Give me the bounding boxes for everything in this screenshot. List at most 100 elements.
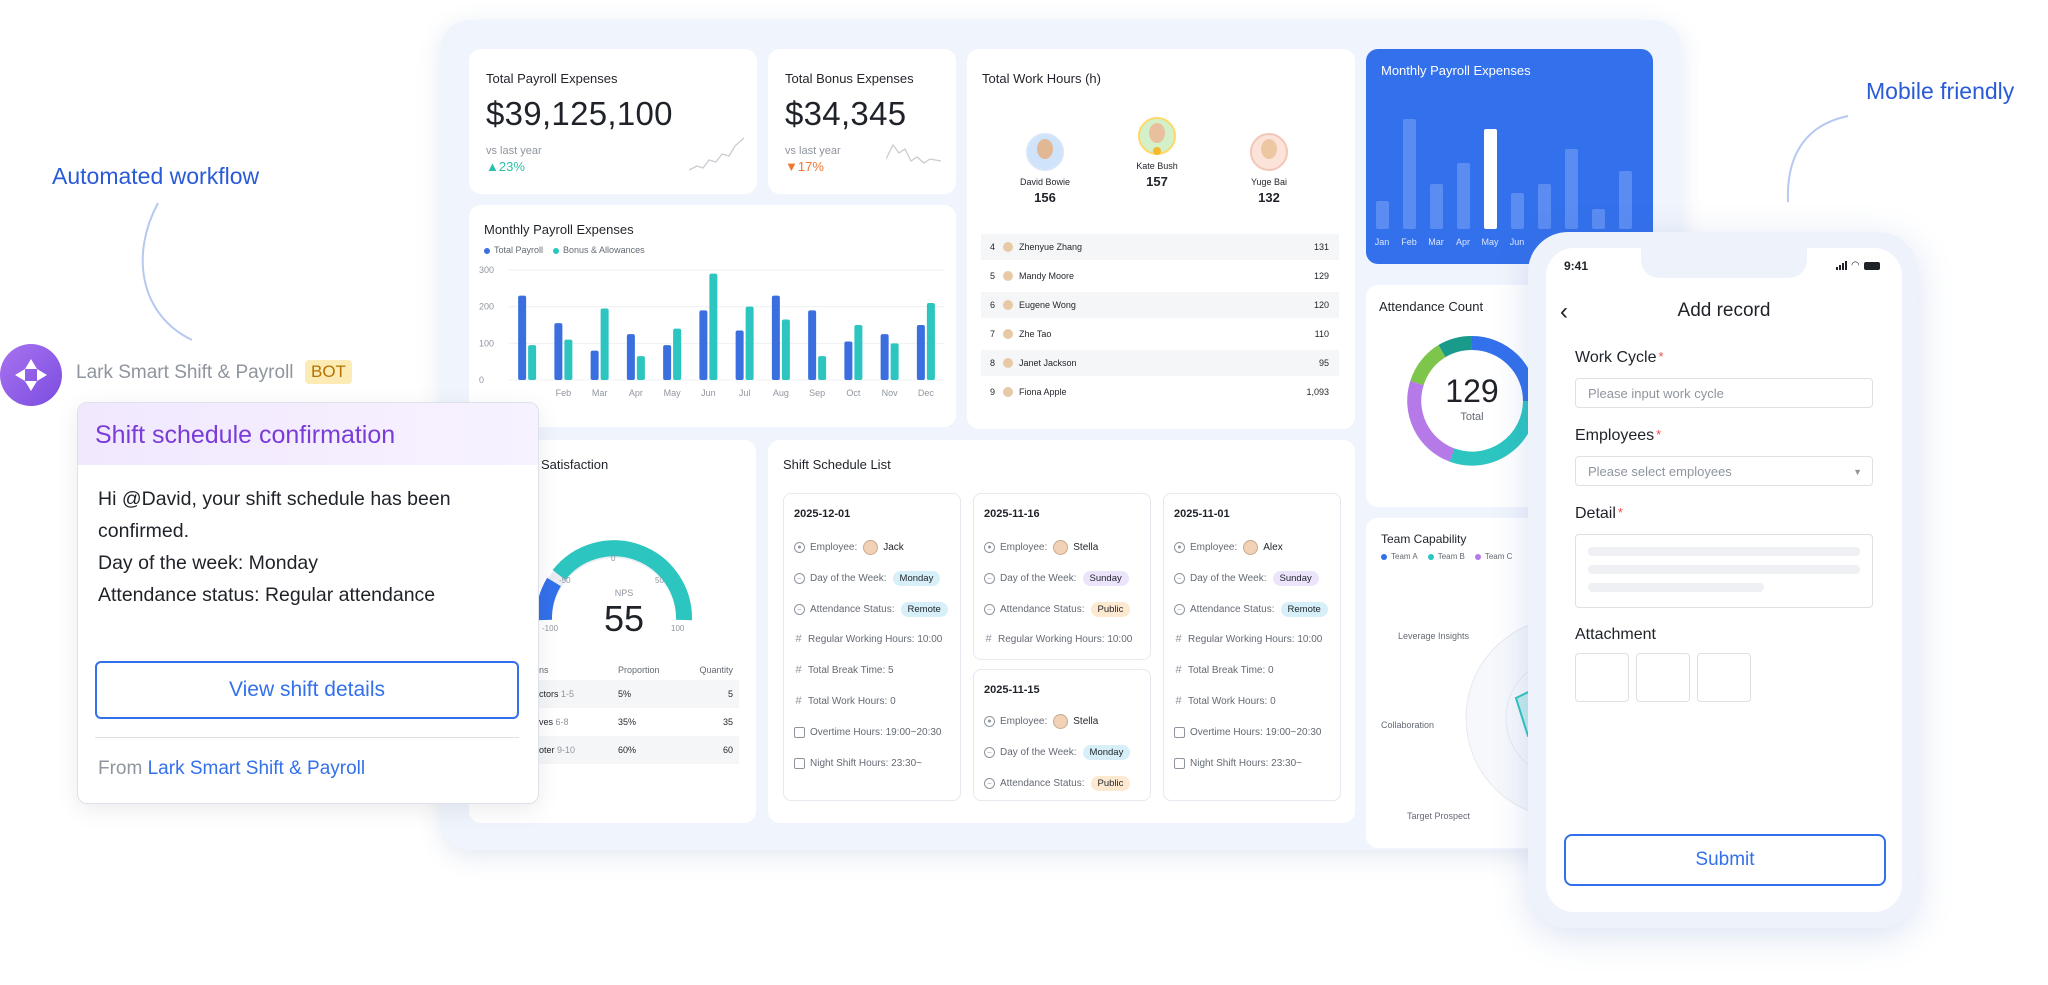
callout-curve-right xyxy=(1786,115,1849,203)
shift-card[interactable]: 2025-11-16 ● Employee: Stella – Day of the … xyxy=(973,493,1151,660)
bar-total-payroll xyxy=(771,295,780,380)
rank-row: 8 Janet Jackson 95 xyxy=(981,350,1339,376)
radar-axis-label: Target Prospect xyxy=(1407,811,1471,821)
calendar-icon xyxy=(794,758,805,769)
callout-curve-left xyxy=(141,202,193,341)
shift-overtime: Overtime Hours: 19:00~20:30 xyxy=(794,727,941,738)
kpi-delta: ▼17% xyxy=(785,159,824,174)
table-header: ns Proportion Quantity xyxy=(539,665,733,675)
kpi-delta: ▲23% xyxy=(486,159,525,174)
shift-dow: – Day of the Week: Sunday xyxy=(984,571,1129,586)
attachment-slot[interactable] xyxy=(1697,653,1751,702)
y-tick-label: 300 xyxy=(479,265,494,275)
bar-total-payroll xyxy=(663,345,672,380)
radar-axis-label: Leverage Insights xyxy=(1398,631,1470,641)
radar-axis-label: Collaboration xyxy=(1381,720,1435,730)
card-title: Monthly Payroll Expenses xyxy=(484,222,634,237)
shift-date: 2025-11-15 xyxy=(984,684,1040,696)
sparkline-icon xyxy=(886,143,941,164)
phone-screen: 9:41 ◠ ‹ Add record Work Cycle * Please i… xyxy=(1546,248,1902,912)
person-icon: ● xyxy=(984,716,995,727)
x-tick-label: Sep xyxy=(809,388,825,398)
phone-page-title: Add record xyxy=(1677,300,1771,321)
calendar-icon xyxy=(1174,727,1185,738)
shift-schedule-list: Shift Schedule List 2025-12-01 ● Employee… xyxy=(768,440,1355,823)
shift-overtime: Overtime Hours: 19:00~20:30 xyxy=(1174,727,1321,738)
phone-notch xyxy=(1641,248,1807,278)
shift-regular: # Regular Working Hours: 10:00 xyxy=(795,633,943,646)
employees-select[interactable]: Please select employees ▼ xyxy=(1575,456,1873,486)
hash-icon: # xyxy=(1175,633,1182,645)
table-row: ctors 1-5 5% 5 xyxy=(539,680,739,708)
gauge-tick: 0 xyxy=(611,554,616,563)
work-cycle-input[interactable]: Please input work cycle xyxy=(1575,378,1873,408)
employees-label: Employees * xyxy=(1575,427,1662,444)
shift-work: # Total Work Hours: 0 xyxy=(1175,695,1276,708)
x-tick-label: May xyxy=(1481,237,1499,247)
bar-total-payroll xyxy=(699,310,708,380)
bar-total-payroll xyxy=(590,350,599,380)
rank-row: 4 Zhenyue Zhang 131 xyxy=(981,234,1339,260)
blue-bar xyxy=(1430,184,1443,229)
back-chevron-icon[interactable]: ‹ xyxy=(1560,298,1568,325)
blue-bar xyxy=(1619,171,1632,229)
legend-item: Total Payroll xyxy=(484,245,543,255)
calendar-icon xyxy=(794,727,805,738)
clock-icon: – xyxy=(794,573,805,584)
avatar xyxy=(1138,117,1176,155)
shift-card[interactable]: 2025-11-15 ● Employee: Stella – Day of the … xyxy=(973,669,1151,801)
rank-row: 7 Zhe Tao 110 xyxy=(989,329,1329,339)
podium-second: David Bowie 156 xyxy=(1015,133,1075,205)
attachment-slot[interactable] xyxy=(1575,653,1629,702)
chat-card-header: Shift schedule confirmation xyxy=(78,403,538,465)
x-tick-label: Apr xyxy=(1456,237,1470,247)
bar-bonus-allowances xyxy=(745,306,754,380)
view-shift-details-button[interactable]: View shift details xyxy=(95,661,519,719)
shift-employee: ● Employee: Stella xyxy=(984,714,1098,729)
shift-work: # Total Work Hours: 0 xyxy=(795,695,896,708)
shift-employee: ● Employee: Jack xyxy=(794,540,904,555)
monthly-payroll-card: Monthly Payroll Expenses Total Payroll B… xyxy=(469,205,956,427)
kpi-card-payroll: Total Payroll Expenses $39,125,100 vs la… xyxy=(469,49,757,194)
bar-bonus-allowances xyxy=(818,356,827,380)
shift-card[interactable]: 2025-12-01 ● Employee: Jack – Day of the We… xyxy=(783,493,961,801)
podium-name: David Bowie xyxy=(1019,177,1071,187)
y-tick-label: 200 xyxy=(479,302,494,312)
satisfaction-table: ns Proportion Quantity ctors 1-5 5% 5 ve… xyxy=(539,660,739,764)
card-title: Team Capability xyxy=(1381,532,1467,546)
table-row: oter 9-10 60% 60 xyxy=(539,736,739,764)
kpi-value: $39,125,100 xyxy=(486,95,673,132)
avatar xyxy=(1243,540,1259,555)
x-tick-label: Mar xyxy=(1428,237,1444,247)
bar-total-payroll xyxy=(518,295,527,380)
kpi-vs-label: vs last year xyxy=(486,145,542,157)
chat-from: From Lark Smart Shift & Payroll xyxy=(98,758,366,779)
arrow-down-icon: ▼ xyxy=(785,159,798,174)
kpi-value: $34,345 xyxy=(785,95,907,132)
bot-logo-icon xyxy=(15,359,47,391)
blue-bar xyxy=(1592,209,1605,229)
avatar xyxy=(1026,133,1064,171)
shift-dow: – Day of the Week: Monday xyxy=(794,571,941,586)
bar-bonus-allowances xyxy=(564,339,573,380)
podium-value: 156 xyxy=(1034,190,1056,205)
shift-dow: – Day of the Week: Monday xyxy=(984,745,1131,760)
avatar xyxy=(1053,540,1069,555)
kpi-vs-label: vs last year xyxy=(785,145,841,157)
hash-icon: # xyxy=(795,633,802,645)
podium-third: Yuge Bai 132 xyxy=(1239,133,1299,205)
kpi-title: Total Bonus Expenses xyxy=(785,71,914,86)
card-title: Shift Schedule List xyxy=(783,457,891,472)
attendance-total: 129 xyxy=(1445,373,1499,409)
detail-textarea[interactable] xyxy=(1575,534,1873,608)
card-title: Satisfaction xyxy=(541,457,609,472)
attachment-slot[interactable] xyxy=(1636,653,1690,702)
automated-workflow-callout: Automated workflow xyxy=(52,163,260,189)
blue-payroll-card: Monthly Payroll Expenses Jan Feb Mar Apr May… xyxy=(1366,49,1653,264)
x-tick-label: May xyxy=(664,388,682,398)
clock-icon: – xyxy=(794,604,805,615)
shift-card[interactable]: 2025-11-01 ● Employee: Alex – Day of the We… xyxy=(1163,493,1341,801)
submit-button[interactable]: Submit xyxy=(1564,834,1886,886)
from-link[interactable]: Lark Smart Shift & Payroll xyxy=(147,758,366,779)
bar-total-payroll xyxy=(808,310,817,380)
